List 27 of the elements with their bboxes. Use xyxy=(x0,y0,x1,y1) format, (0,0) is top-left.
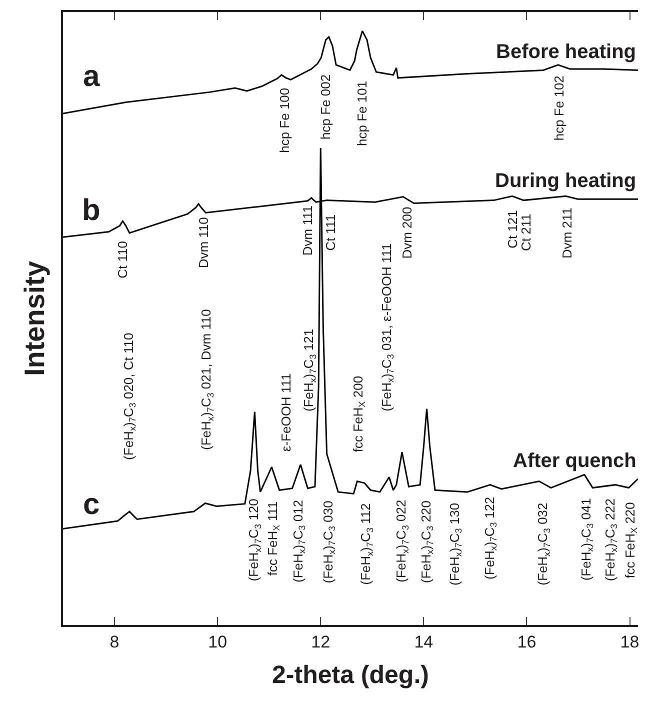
annotation: hcp Fe 002 xyxy=(318,74,334,140)
annotation: c xyxy=(83,488,100,521)
annotation: hcp Fe 101 xyxy=(354,80,370,146)
series-label: Before heating xyxy=(496,41,636,63)
annotation: a xyxy=(83,60,100,93)
annotation: b xyxy=(82,194,100,227)
annotation: Ct 110 xyxy=(115,241,130,278)
annotation: Dvm 110 xyxy=(196,217,212,268)
y-axis-title: Intensity xyxy=(19,260,50,376)
x-tick-label: 16 xyxy=(517,632,536,652)
x-tick-label: 12 xyxy=(311,632,330,652)
annotation: ε-FeOOH 111 xyxy=(278,373,294,452)
annotation: Ct 121 xyxy=(505,210,520,248)
annotation: hcp Fe 100 xyxy=(277,88,292,153)
series-label: After quench xyxy=(513,450,636,472)
annotation: Dvm 200 xyxy=(400,206,415,259)
annotation: Ct 111 xyxy=(323,214,338,251)
annotation: Dvm 111 xyxy=(300,206,315,256)
x-tick-label: 18 xyxy=(620,632,640,652)
series-label: During heating xyxy=(495,170,636,192)
x-tick-label: 8 xyxy=(110,632,120,652)
x-tick-label: 10 xyxy=(208,632,228,652)
annotation: Dvm 211 xyxy=(559,207,574,259)
x-axis-title: 2-theta (deg.) xyxy=(272,660,429,689)
annotation: hcp Fe 102 xyxy=(552,76,567,141)
annotation: Ct 211 xyxy=(518,214,534,251)
x-tick-label: 14 xyxy=(414,632,434,652)
